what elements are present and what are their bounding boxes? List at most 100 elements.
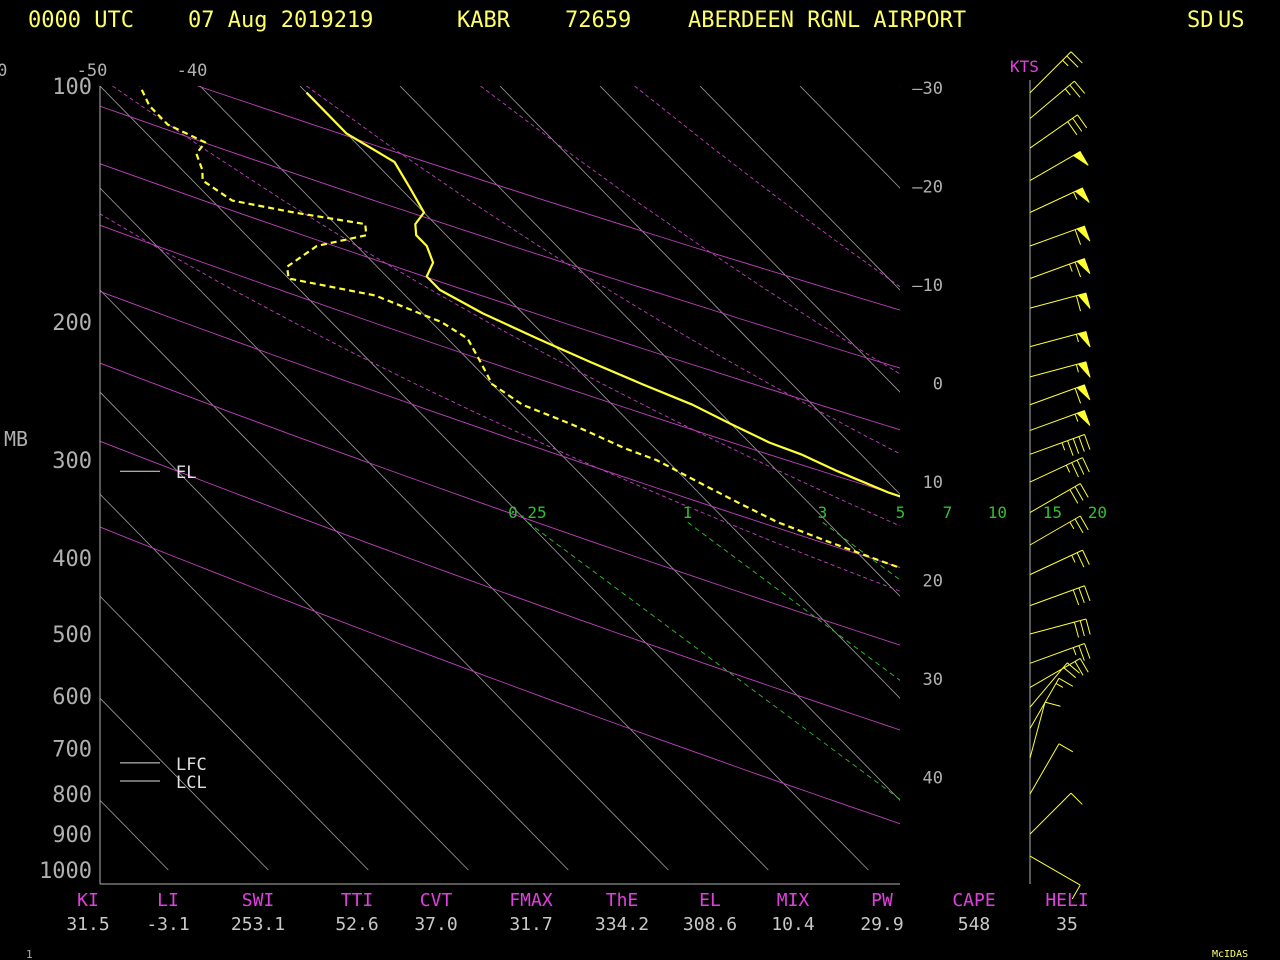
wind-barb xyxy=(1029,331,1091,348)
wind-barb-halfflag xyxy=(1075,364,1079,373)
temperature-tick-label: -40 xyxy=(177,61,208,81)
wind-barb xyxy=(1029,549,1090,576)
isotherm-line xyxy=(100,493,469,871)
mixing-ratio-label: 20 xyxy=(1088,503,1107,522)
wind-barb-halfflag xyxy=(1064,88,1071,96)
wind-barb-flag xyxy=(1044,701,1061,707)
index-label: CAPE xyxy=(952,890,995,911)
index-value: -3.1 xyxy=(146,914,189,935)
height-tick-labels: –30 –20 –10 0 10 20 30 40 xyxy=(912,79,943,789)
temperature-tick-label: -50 xyxy=(77,61,108,81)
pressure-tick-label: 100 xyxy=(52,75,92,100)
wind-barb-flag xyxy=(1079,515,1089,531)
mixing-ratio-label: 7 xyxy=(943,503,953,522)
pressure-tick-labels: 100 200 300 400 500 600 700 800 900 1000 xyxy=(39,75,92,884)
wind-barb-flag xyxy=(1084,585,1091,601)
isotherm-line xyxy=(1100,86,1280,870)
index-label: ThE xyxy=(606,890,639,911)
stability-indices: KI 31.5 LI -3.1 SWI 253.1 TTI 52.6 CVT 37.0 FMAX 31… xyxy=(66,890,1088,935)
dry-adiabat-line xyxy=(100,291,900,568)
axes xyxy=(99,80,1031,885)
isotherm-grid xyxy=(100,86,1280,871)
wind-barb-flag xyxy=(1058,677,1074,687)
wind-barb xyxy=(1029,258,1091,279)
wind-barb-flag xyxy=(1075,295,1081,312)
pressure-tick-label: 800 xyxy=(52,783,92,808)
wind-barb-pennant xyxy=(1076,384,1091,401)
wind-barb-flag xyxy=(1069,489,1079,504)
wind-barb-flag xyxy=(1084,643,1091,659)
wind-barb-pennant xyxy=(1077,361,1091,378)
wind-barb-staff xyxy=(1029,80,1075,119)
index-value: 334.2 xyxy=(595,914,649,935)
wind-barb-staff xyxy=(1029,662,1068,708)
wind-barb-staff xyxy=(1029,225,1085,247)
index-value: 31.7 xyxy=(509,914,552,935)
mixing-ratio-line xyxy=(900,522,1280,880)
wind-barb-pennant xyxy=(1077,292,1091,309)
temperature-profile xyxy=(305,91,900,498)
mixing-ratio-label: 10 xyxy=(988,503,1007,522)
wind-barb-flag xyxy=(1079,658,1089,673)
wind-barb-staff xyxy=(1029,515,1081,546)
isotherm-line xyxy=(599,86,900,393)
wind-barb xyxy=(1029,743,1074,795)
wind-barb-staff xyxy=(1029,743,1060,795)
wind-barb-flag xyxy=(1082,549,1090,565)
temperature-tick-label: -60 xyxy=(0,61,7,81)
wind-barb-pennant xyxy=(1072,150,1089,166)
dry-adiabat-grid xyxy=(100,86,900,825)
pressure-tick-label: 500 xyxy=(52,623,92,648)
mixing-ratio-line xyxy=(1052,522,1280,880)
mixing-ratio-labels: 0.25 1 3 5 7 10 15 20 xyxy=(508,503,1107,522)
wind-barb xyxy=(1029,434,1091,456)
mixing-ratio-label: 1 xyxy=(683,503,693,522)
wind-barb-flag xyxy=(1070,792,1083,805)
wind-barb-pennant xyxy=(1076,410,1091,426)
wind-barb-staff xyxy=(1029,258,1085,279)
wind-barb xyxy=(1029,483,1089,513)
height-tick-label: 20 xyxy=(923,572,943,592)
wind-barb-pennant xyxy=(1077,331,1091,348)
header-station-id: KABR xyxy=(457,8,511,33)
index-label: PW xyxy=(871,890,893,911)
isotherm-line xyxy=(100,187,769,871)
wind-barb xyxy=(1029,114,1088,149)
wind-barb-halfflag xyxy=(1069,521,1075,530)
height-tick-label: –30 xyxy=(912,79,943,99)
index-label: EL xyxy=(699,890,721,911)
wind-barb-halfflag xyxy=(1062,59,1069,67)
wind-barb xyxy=(1029,292,1091,312)
wind-barb-flag xyxy=(1071,462,1079,478)
wind-barb xyxy=(1029,855,1081,900)
dry-adiabat-line xyxy=(100,526,900,825)
wind-barb-flag xyxy=(1066,55,1079,68)
wind-barb-flag xyxy=(1071,884,1081,900)
level-marker-label: LFC xyxy=(176,755,207,775)
isotherm-line xyxy=(499,86,900,495)
index-value: 253.1 xyxy=(231,914,285,935)
wind-barb xyxy=(1029,515,1089,546)
dry-adiabat-line xyxy=(100,440,900,731)
wind-barb-flag xyxy=(1077,114,1088,129)
wind-barb-flag xyxy=(1072,438,1080,454)
wind-barb-staff xyxy=(1029,658,1081,688)
header-country: US xyxy=(1218,8,1245,33)
isotherm-line xyxy=(100,289,669,871)
wind-barb-halfflag xyxy=(1074,413,1079,422)
wind-barb-flag xyxy=(1074,229,1082,245)
mixing-ratio-line xyxy=(527,521,900,800)
temperature-tick-labels: -110-100-90-80-70-60-50-40 xyxy=(0,61,207,81)
pressure-tick-label: 900 xyxy=(52,823,92,848)
wind-barb-halfflag xyxy=(1065,464,1071,473)
dry-adiabat-line xyxy=(100,163,900,431)
wind-barb-halfflag xyxy=(1075,334,1079,343)
dewpoint-profile xyxy=(139,86,900,569)
index-label: KI xyxy=(77,890,99,911)
index-value: 548 xyxy=(958,914,991,935)
height-tick-label: 30 xyxy=(923,670,943,690)
wind-barb-flag xyxy=(1072,117,1083,132)
wind-barb-staff xyxy=(1029,51,1072,94)
mixing-ratio-grid xyxy=(527,521,1280,880)
